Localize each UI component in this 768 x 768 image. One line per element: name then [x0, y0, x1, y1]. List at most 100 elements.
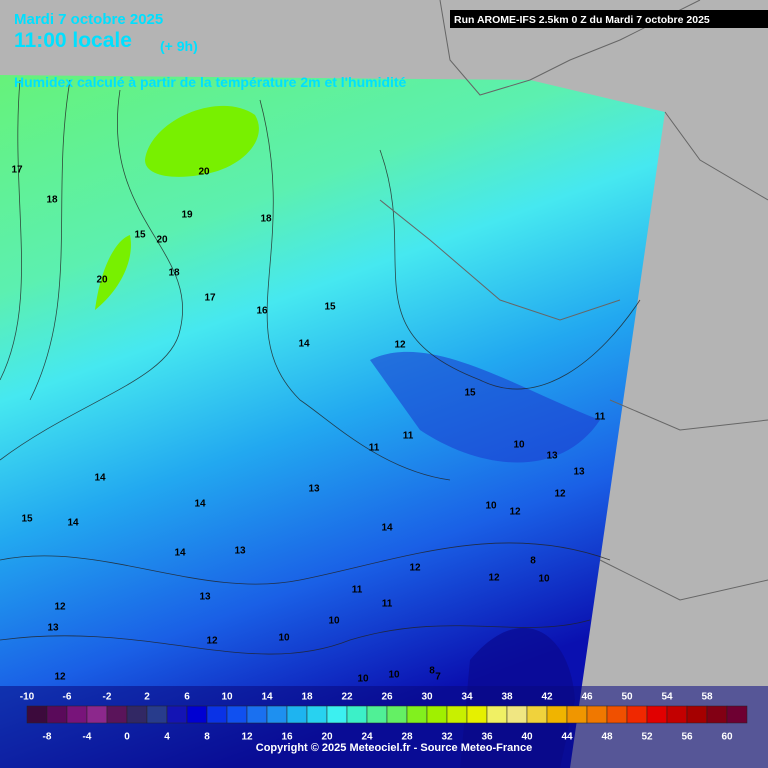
warm-zone [145, 105, 259, 177]
legend-label: 24 [361, 732, 373, 743]
legend-label: 34 [461, 692, 473, 703]
contour-label: 12 [488, 573, 500, 584]
copyright: Copyright © 2025 Meteociel.fr - Source M… [256, 742, 532, 754]
legend-label: 8 [204, 732, 210, 743]
color-cell [446, 705, 468, 724]
legend-label: 10 [221, 692, 233, 703]
contour-label: 14 [381, 523, 393, 534]
contour-labels: 17 18 20 19 15 20 18 20 18 17 16 15 14 12 15 11 11 11 10 13… [11, 165, 605, 685]
offset: (+ 9h) [160, 38, 198, 54]
legend-label: 52 [641, 732, 653, 743]
legend-label: -6 [63, 692, 72, 703]
legend-label: -10 [20, 692, 35, 703]
contour-label: 15 [134, 230, 146, 241]
contour-label: 15 [324, 302, 336, 313]
legend-label: 16 [281, 732, 293, 743]
legend-label: 36 [481, 732, 493, 743]
legend-label: 38 [501, 692, 513, 703]
date: Mardi 7 octobre 2025 [14, 11, 163, 28]
color-cell [366, 705, 388, 724]
contour-label: 15 [21, 514, 33, 525]
legend-label: 4 [164, 732, 170, 743]
contour-label: 12 [54, 672, 66, 683]
legend: -10-8-6-4-202468101214161820222426283032… [20, 692, 748, 743]
contour-label: 10 [328, 616, 340, 627]
subtitle: Humidex calculé à partir de la températu… [14, 74, 407, 90]
warm-zone [95, 235, 131, 310]
legend-backdrop [0, 686, 768, 768]
contour-label: 12 [554, 489, 566, 500]
legend-label: 26 [381, 692, 393, 703]
contour-label: 13 [199, 592, 211, 603]
color-cell [266, 705, 288, 724]
color-cell [506, 705, 528, 724]
contour-label: 20 [198, 167, 210, 178]
color-cell [466, 705, 488, 724]
contour-label: 8 [530, 556, 536, 567]
contour-label: 10 [388, 670, 400, 681]
contour-label: 13 [47, 623, 59, 634]
legend-label: 44 [561, 732, 573, 743]
color-cell [586, 705, 608, 724]
color-cell [566, 705, 588, 724]
color-cell [226, 705, 248, 724]
color-cell [346, 705, 368, 724]
contour-label: 11 [595, 412, 606, 423]
contour-label: 10 [357, 674, 369, 685]
legend-label: 50 [621, 692, 633, 703]
cool-zone [370, 351, 600, 463]
color-cell [26, 705, 48, 724]
color-cell [526, 705, 548, 724]
color-cell [606, 705, 628, 724]
color-cell [486, 705, 508, 724]
contour-label: 10 [278, 633, 290, 644]
color-cell [306, 705, 328, 724]
legend-label: -4 [83, 732, 92, 743]
legend-label: 42 [541, 692, 553, 703]
color-cell [66, 705, 88, 724]
contours [0, 79, 641, 655]
color-cell [726, 705, 748, 724]
contour-label: 20 [96, 275, 108, 286]
contour-label: 12 [409, 563, 421, 574]
contour-label: 13 [546, 451, 558, 462]
legend-label: 60 [721, 732, 733, 743]
contour-label: 10 [513, 440, 525, 451]
time: 11:00 locale [14, 29, 132, 52]
legend-label: 30 [421, 692, 433, 703]
contour-label: 12 [394, 340, 406, 351]
contour-label: 12 [509, 507, 521, 518]
contour-label: 14 [298, 339, 310, 350]
legend-label: 18 [301, 692, 313, 703]
contour-label: 18 [168, 268, 180, 279]
color-cell [326, 705, 348, 724]
legend-label: 14 [261, 692, 273, 703]
run-box [450, 10, 768, 28]
color-cell [406, 705, 428, 724]
contour-label: 18 [46, 195, 58, 206]
contour-label: 10 [485, 501, 497, 512]
color-cell [426, 705, 448, 724]
contour-label: 17 [11, 165, 23, 176]
legend-label: 12 [241, 732, 253, 743]
color-cell [626, 705, 648, 724]
color-cell [166, 705, 188, 724]
contour-label: 13 [308, 484, 320, 495]
legend-label: 40 [521, 732, 533, 743]
legend-label: 46 [581, 692, 593, 703]
contour-label: 15 [464, 388, 476, 399]
contour-label: 7 [435, 672, 441, 683]
contour-label: 13 [234, 546, 246, 557]
contour-label: 19 [181, 210, 193, 221]
contour-label: 13 [573, 467, 585, 478]
legend-label: -2 [103, 692, 112, 703]
legend-label: 28 [401, 732, 413, 743]
contour-label: 18 [260, 214, 272, 225]
contour-label: 12 [206, 636, 218, 647]
color-cell [686, 705, 708, 724]
color-cell [706, 705, 728, 724]
color-cell [666, 705, 688, 724]
run: Run AROME-IFS 2.5km 0 Z du Mardi 7 octob… [454, 14, 710, 26]
legend-label: 58 [701, 692, 713, 703]
legend-label: 6 [184, 692, 190, 703]
